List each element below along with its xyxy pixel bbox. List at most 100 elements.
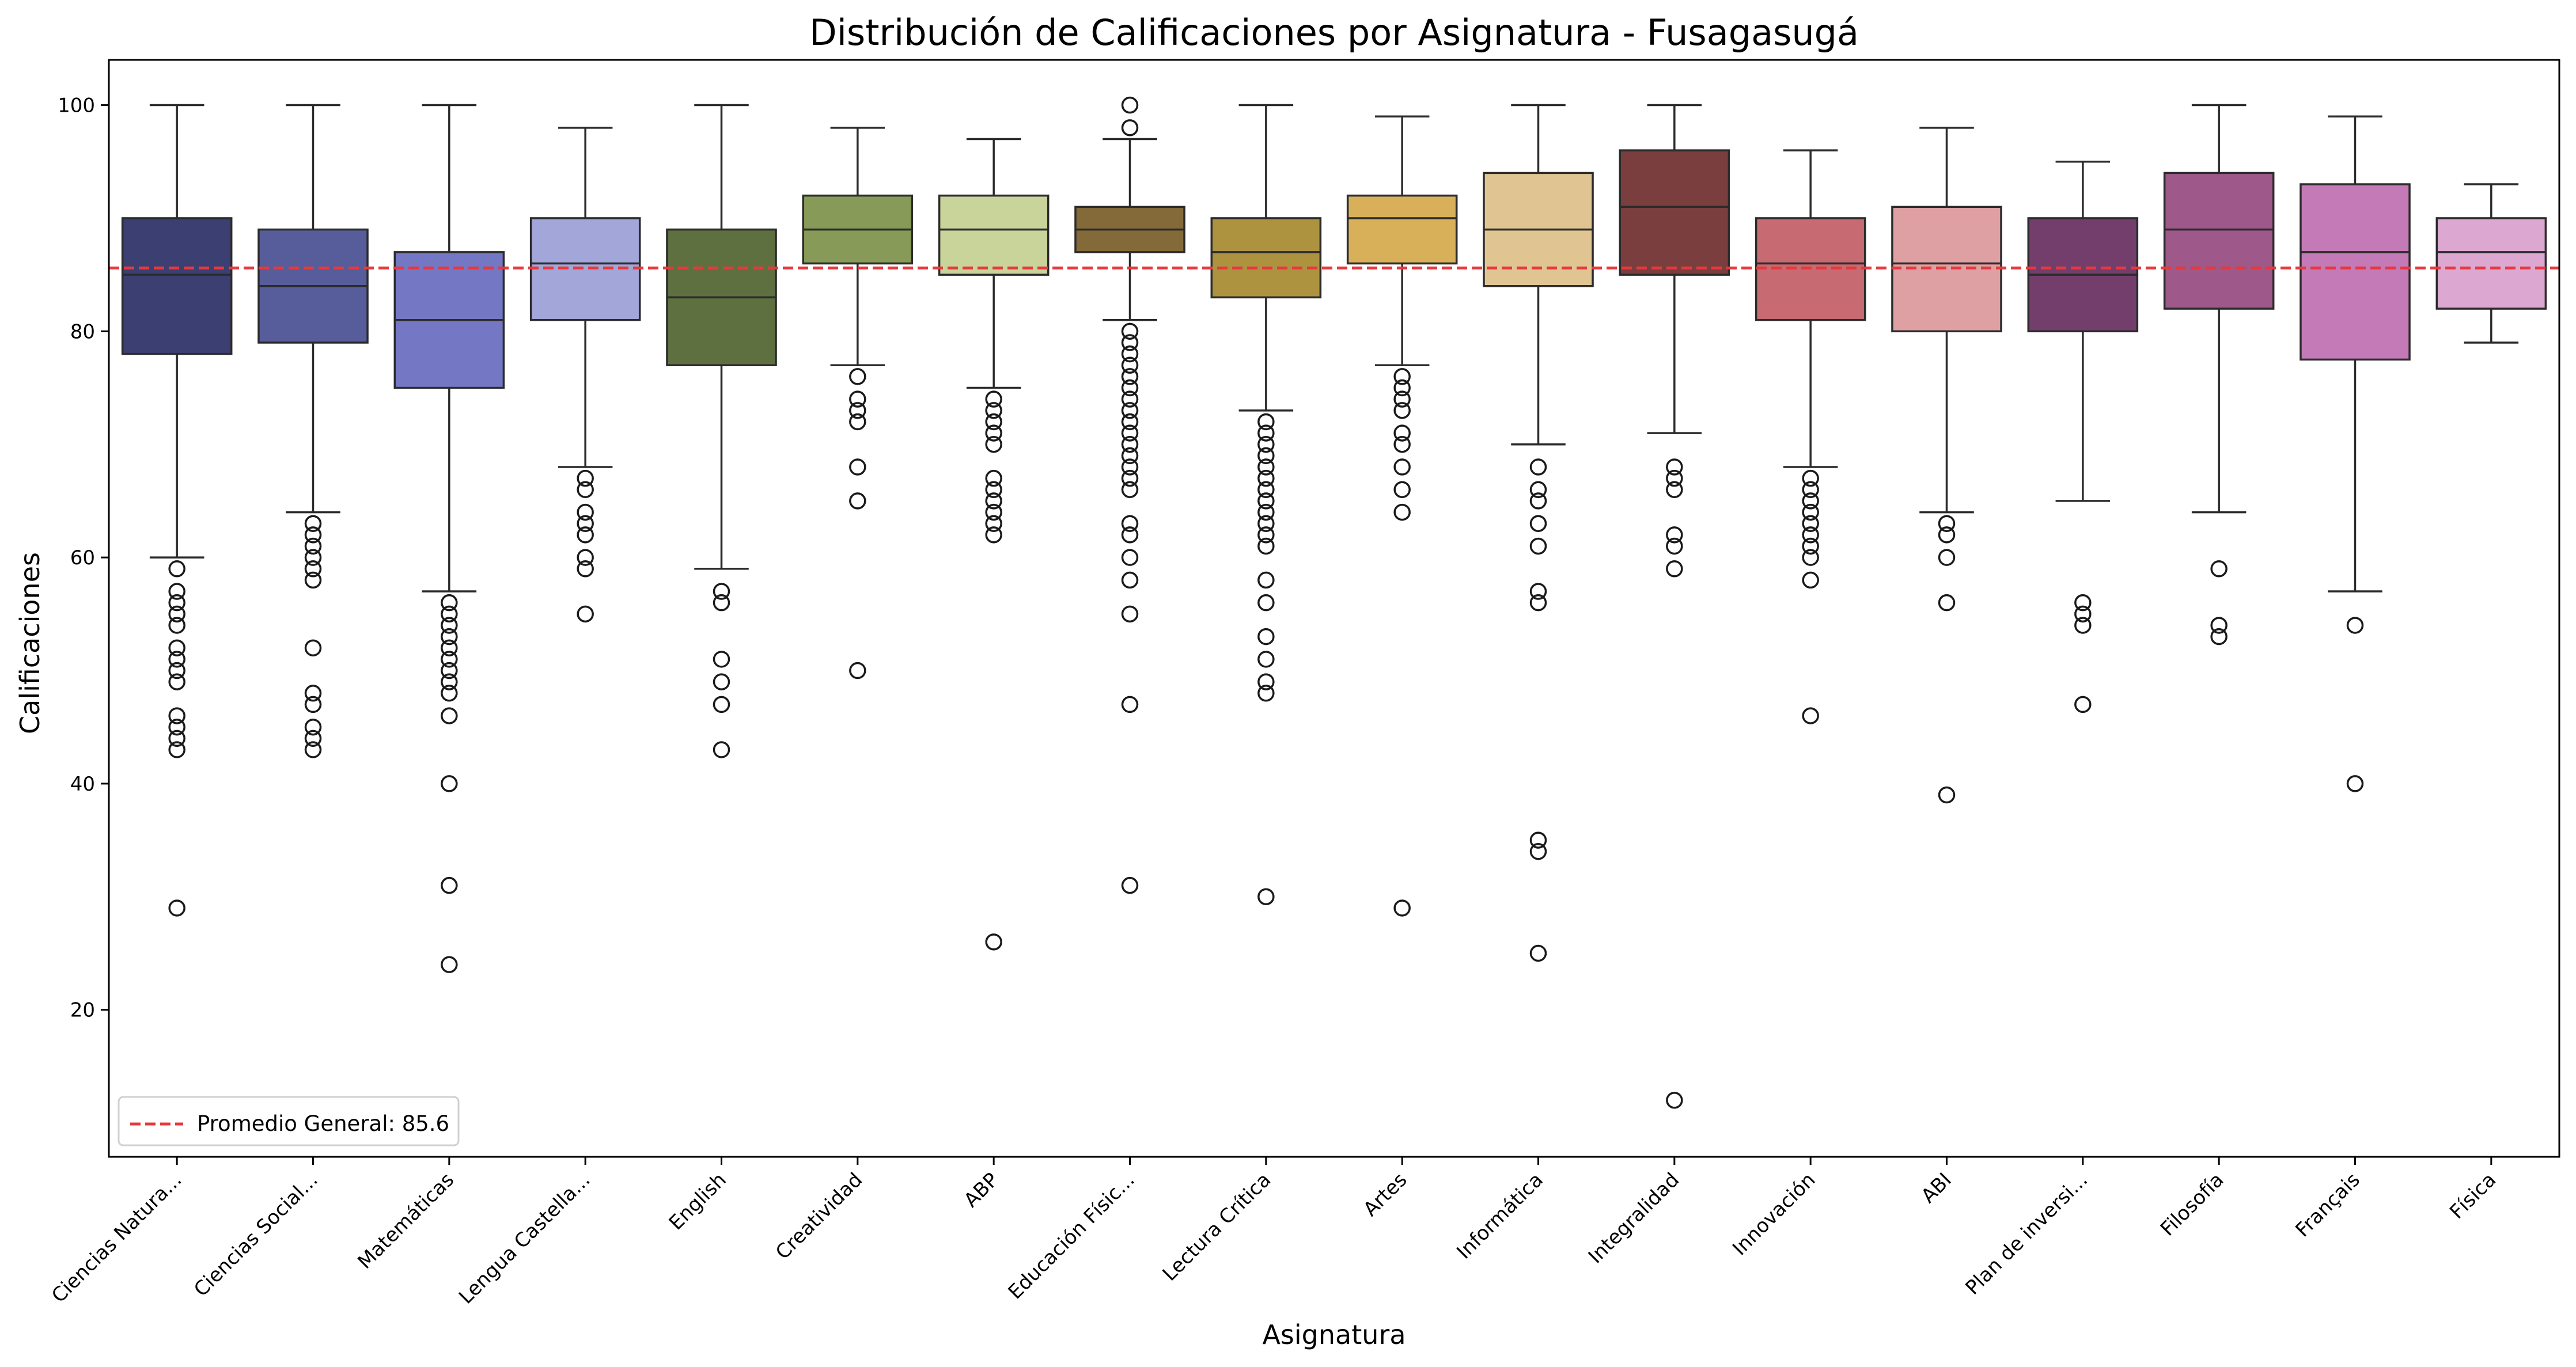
outlier-point — [985, 526, 1002, 544]
outlier-point — [1393, 379, 1411, 397]
outlier-point — [2210, 628, 2228, 645]
outlier-point — [985, 481, 1002, 499]
outlier-point — [985, 492, 1002, 510]
outlier-point — [441, 617, 458, 634]
outlier-point — [849, 492, 866, 510]
outlier-point — [304, 718, 322, 736]
outlier-point — [168, 583, 185, 600]
outlier-point — [713, 583, 730, 600]
outlier-point — [1529, 481, 1547, 499]
outlier-point — [985, 413, 1002, 431]
outlier-point — [985, 515, 1002, 532]
outlier-point — [1257, 673, 1275, 690]
outlier-point — [1938, 526, 1956, 544]
box-group — [2435, 183, 2547, 344]
outlier-point — [1121, 447, 1139, 465]
outlier-point — [304, 549, 322, 566]
outlier-point — [1666, 1092, 1683, 1109]
outlier-point — [1257, 447, 1275, 465]
outlier-point — [985, 424, 1002, 442]
outlier-point — [1529, 458, 1547, 476]
outlier-point — [1121, 345, 1139, 363]
box-iqr — [1619, 149, 1730, 276]
outlier-point — [1529, 842, 1547, 860]
outlier-point — [1257, 435, 1275, 453]
outlier-point — [849, 402, 866, 419]
outlier-point — [1529, 594, 1547, 612]
box-iqr — [2300, 183, 2411, 361]
outlier-point — [1121, 526, 1139, 544]
outlier-point — [1257, 424, 1275, 442]
outlier-point — [1529, 583, 1547, 600]
outlier-point — [168, 639, 185, 656]
outlier-point — [1121, 696, 1139, 713]
outlier-point — [1257, 628, 1275, 645]
outlier-point — [713, 696, 730, 713]
outlier-point — [2210, 617, 2228, 634]
outlier-point — [1121, 368, 1139, 385]
box-iqr — [1210, 217, 1322, 299]
outlier-point — [2346, 775, 2364, 792]
y-tick-label: 80 — [70, 320, 95, 343]
outlier-point — [168, 560, 185, 578]
outlier-point — [577, 503, 594, 521]
plot-frame — [108, 59, 2560, 1158]
outlier-point — [441, 673, 458, 690]
outlier-point — [985, 435, 1002, 453]
y-tick-label: 20 — [70, 999, 95, 1022]
outlier-point — [1938, 594, 1956, 612]
outlier-point — [1666, 469, 1683, 487]
outlier-point — [1257, 481, 1275, 499]
chart-title: Distribución de Calificaciones por Asign… — [809, 12, 1859, 54]
outlier-point — [1393, 435, 1411, 453]
outlier-point — [1121, 379, 1139, 397]
box-iqr — [2435, 217, 2547, 310]
outlier-point — [2074, 605, 2092, 623]
outlier-point — [1393, 390, 1411, 408]
outlier-point — [304, 560, 322, 578]
box-group — [1619, 104, 1730, 1109]
x-axis-title: Asignatura — [1262, 1319, 1406, 1350]
outlier-point — [1666, 458, 1683, 476]
outlier-point — [1121, 334, 1139, 351]
box-group — [2027, 161, 2139, 713]
box-group — [1210, 104, 1322, 906]
box-group — [666, 104, 777, 758]
outlier-point — [304, 571, 322, 589]
outlier-point — [1802, 481, 1819, 499]
legend-frame — [118, 1096, 460, 1146]
outlier-point — [168, 594, 185, 612]
outlier-point — [1938, 549, 1956, 566]
box-iqr — [121, 217, 233, 355]
outlier-point — [1938, 515, 1956, 532]
outlier-point — [1666, 560, 1683, 578]
outlier-point — [1393, 424, 1411, 442]
outlier-point — [1666, 481, 1683, 499]
outlier-point — [577, 560, 594, 578]
outlier-point — [1121, 515, 1139, 532]
outlier-point — [168, 899, 185, 917]
y-tick-label: 100 — [58, 94, 95, 117]
outlier-point — [849, 662, 866, 679]
outlier-point — [1121, 605, 1139, 623]
outlier-point — [168, 605, 185, 623]
outlier-point — [713, 673, 730, 690]
legend: Promedio General: 85.6 — [118, 1096, 460, 1146]
outlier-point — [985, 390, 1002, 408]
outlier-point — [1121, 119, 1139, 136]
outlier-point — [1121, 549, 1139, 566]
outlier-point — [1121, 96, 1139, 114]
outlier-point — [577, 515, 594, 532]
y-tick-label: 60 — [70, 546, 95, 569]
outlier-point — [2074, 617, 2092, 634]
outlier-point — [1257, 594, 1275, 612]
outlier-point — [1257, 571, 1275, 589]
outlier-point — [1802, 571, 1819, 589]
outlier-point — [1257, 413, 1275, 431]
outlier-point — [1121, 402, 1139, 419]
outlier-point — [1802, 549, 1819, 566]
outlier-point — [1257, 888, 1275, 906]
outlier-point — [168, 730, 185, 747]
outlier-point — [168, 718, 185, 736]
